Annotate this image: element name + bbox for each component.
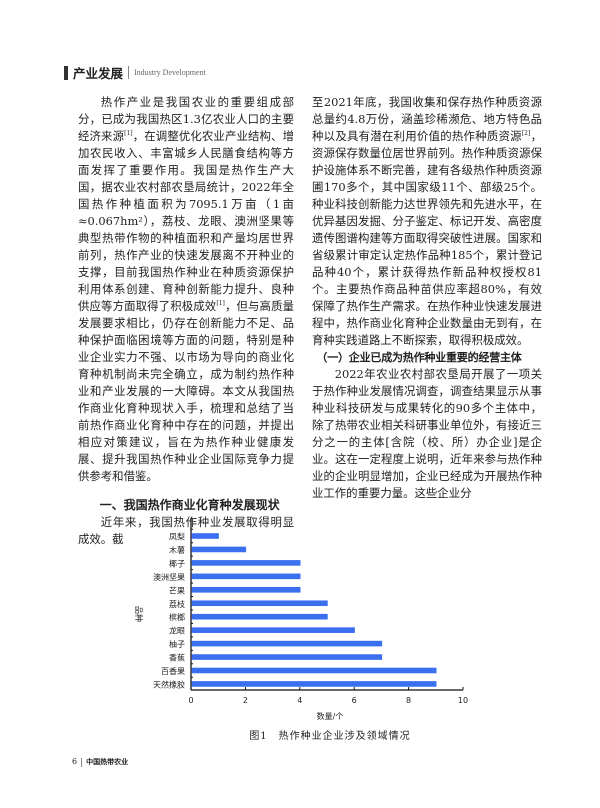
bar-柚子	[191, 640, 383, 647]
citation: [1]	[216, 300, 225, 308]
x-tick-label: 10	[458, 696, 468, 705]
bar-凤梨	[191, 533, 219, 539]
right-column: 至2021年底，我国收集和保存热作种质资源总量约4.8万份，涵盖珍稀濒危、地方特…	[312, 94, 542, 502]
category-label: 芒果	[169, 585, 185, 595]
x-tick-label: 2	[243, 696, 248, 705]
bar-百香果	[191, 667, 437, 674]
category-label: 澳洲坚果	[153, 572, 185, 582]
bar-槟榔	[191, 613, 328, 620]
citation: [2]	[521, 130, 531, 138]
footer-divider	[81, 757, 83, 767]
bar-天然橡胶	[191, 681, 437, 687]
x-tick-label: 8	[406, 696, 411, 705]
paragraph: 近年来，我国热作种业发展取得明显成效。截	[78, 515, 294, 546]
category-label: 百香果	[161, 666, 185, 676]
category-label: 龙眼	[169, 626, 185, 636]
y-axis-label: 品种	[134, 606, 144, 622]
bar-澳洲坚果	[191, 573, 301, 580]
left-column: 热作产业是我国农业的重要组成部分，已成为我国热区1.3亿农业人口的主要经济来源[…	[78, 94, 294, 548]
paragraph: 至2021年底，我国收集和保存热作种质资源总量约4.8万份，涵盖珍稀濒危、地方特…	[312, 94, 542, 349]
section-title-en: Industry Development	[134, 68, 206, 77]
page-number: 6	[72, 757, 78, 766]
section-heading: 一、我国热作商业化育种发展现状	[99, 498, 280, 512]
header-marker	[64, 65, 68, 80]
x-tick-label: 0	[188, 696, 193, 705]
text: ，资源保存数量位居世界前列。热作种质资源保护设施体系不断完善，建有各级热作种质资…	[312, 129, 542, 347]
text: ，在调整优化农业产业结构、增加农民收入、丰富城乡人民膳食结构等方面发挥了重要作用…	[78, 129, 294, 313]
text: ，但与高质量发展要求相比，仍存在创新能力不足、品种保护面临困境等方面的问题，特别…	[78, 299, 294, 483]
category-label: 槟榔	[169, 612, 185, 622]
bar-荔枝	[191, 600, 328, 607]
category-label: 柚子	[169, 639, 185, 649]
paragraph: 2022年农业农村部农垦局开展了一项关于热作种业发展情况调查，调查结果显示从事种…	[312, 367, 542, 500]
category-label: 香蕉	[169, 653, 185, 663]
x-axis-label: 数量/个	[316, 712, 344, 721]
bar-椰子	[191, 560, 301, 566]
category-label: 荔枝	[169, 599, 185, 609]
text: 热作产业是我国农业的重要组成部分，已成为我国热区1.3亿农业人口的主要经济来源	[78, 95, 294, 143]
bar-香蕉	[191, 654, 383, 660]
paragraph: 热作产业是我国农业的重要组成部分，已成为我国热区1.3亿农业人口的主要经济来源[…	[78, 94, 294, 485]
x-tick-label: 4	[297, 696, 302, 705]
header-divider	[128, 66, 130, 79]
page-footer: 6 中国热带农业	[72, 757, 128, 767]
category-label: 椰子	[169, 558, 185, 568]
subsection-heading: （一）企业已成为热作种业重要的经营主体	[316, 351, 522, 364]
figure-caption: 图1 热作种业企业涉及领域情况	[249, 731, 411, 742]
citation: [1]	[124, 130, 133, 138]
text: 至2021年底，我国收集和保存热作种质资源总量约4.8万份，涵盖珍稀濒危、地方特…	[312, 95, 542, 143]
bar-龙眼	[191, 627, 355, 633]
running-header: 产业发展 Industry Development	[64, 63, 206, 82]
category-label: 天然橡胶	[153, 679, 185, 689]
journal-name: 中国热带农业	[86, 758, 129, 766]
category-label: 木薯	[169, 545, 185, 555]
bar-芒果	[191, 587, 301, 593]
x-tick-label: 6	[352, 696, 357, 705]
section-title: 产业发展	[73, 66, 124, 81]
category-label: 凤梨	[169, 532, 185, 542]
bar-木薯	[191, 546, 247, 553]
